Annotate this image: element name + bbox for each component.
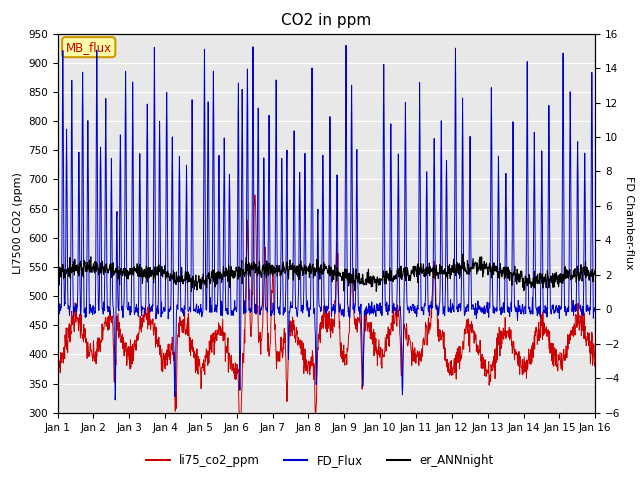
Legend: li75_co2_ppm, FD_Flux, er_ANNnight: li75_co2_ppm, FD_Flux, er_ANNnight	[141, 449, 499, 472]
Y-axis label: LI7500 CO2 (ppm): LI7500 CO2 (ppm)	[13, 172, 22, 274]
Y-axis label: FD Chamber-flux: FD Chamber-flux	[624, 176, 634, 270]
Text: MB_flux: MB_flux	[66, 41, 112, 54]
Title: CO2 in ppm: CO2 in ppm	[281, 13, 372, 28]
